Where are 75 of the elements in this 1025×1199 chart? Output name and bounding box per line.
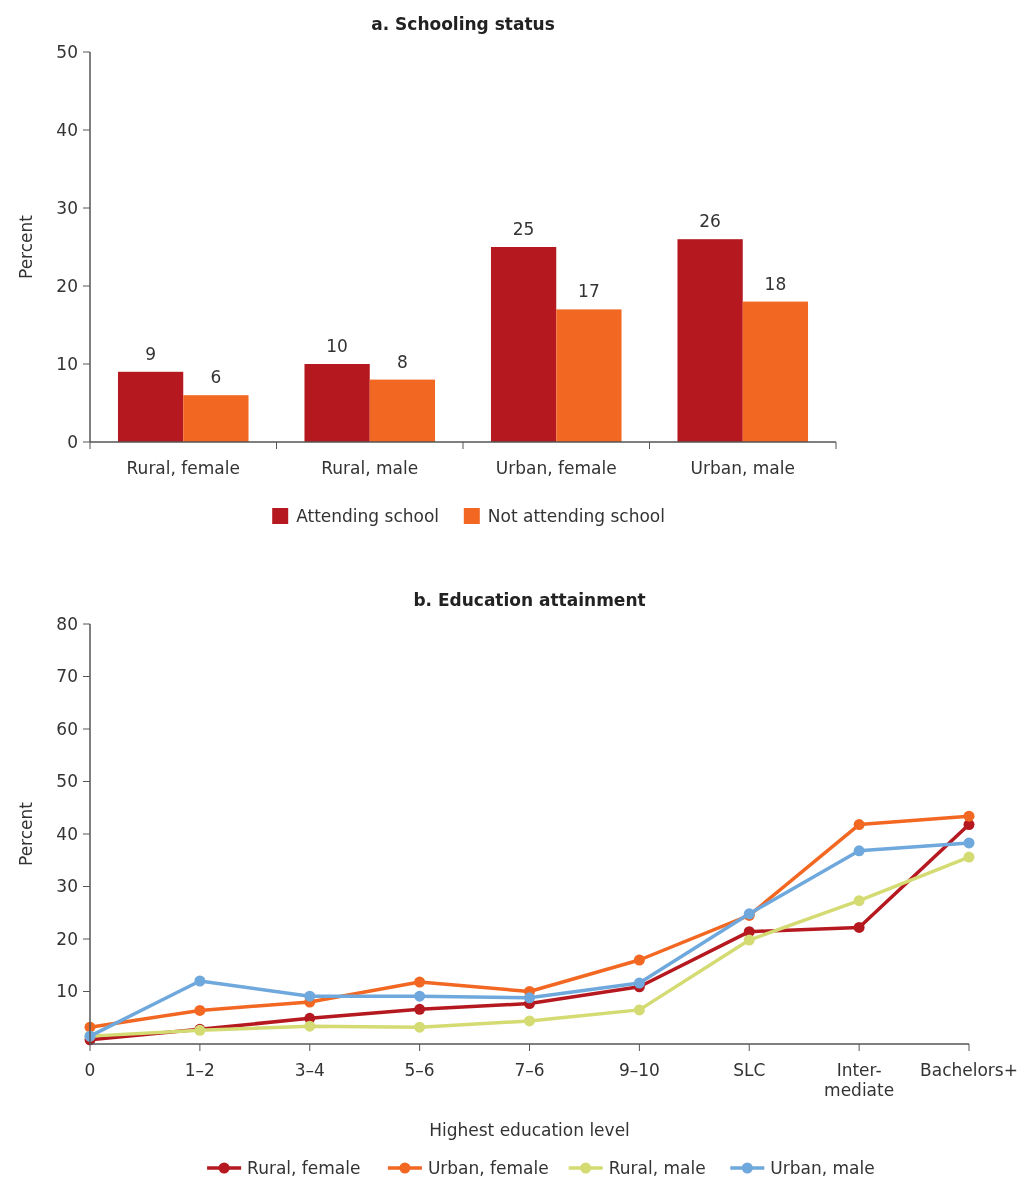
bar: [490, 247, 557, 442]
data-label: 18: [764, 273, 787, 294]
bar: [304, 364, 370, 442]
y-tick-label: 30: [56, 197, 78, 218]
data-label: 26: [699, 211, 721, 232]
y-tick-label: 20: [56, 275, 78, 296]
y-tick-label: 30: [56, 876, 78, 897]
x-tick-label: 0: [84, 1060, 96, 1080]
legend-label: Urban, male: [770, 1157, 875, 1178]
legend-label: Urban, female: [427, 1157, 549, 1178]
point: [524, 1015, 535, 1027]
chart-title: a. Schooling status: [371, 14, 555, 34]
x-tick-label: 9–10: [618, 1060, 660, 1080]
y-tick-label: 10: [56, 981, 78, 1002]
point: [414, 990, 426, 1002]
point: [633, 1004, 645, 1016]
x-tick-label: Urban, female: [495, 458, 617, 478]
point: [853, 845, 865, 857]
legend-label: Attending school: [296, 505, 440, 526]
point: [963, 837, 975, 849]
y-axis-title: Percent: [16, 801, 36, 866]
legend-label: Rural, male: [608, 1157, 706, 1178]
y-axis-title: Percent: [16, 214, 36, 279]
x-tick-label: 5–6: [404, 1060, 435, 1080]
x-tick-label: Rural, female: [126, 458, 240, 478]
point: [743, 934, 755, 946]
x-tick-label: Bachelors+: [920, 1060, 1018, 1080]
data-label: 10: [326, 336, 348, 356]
y-tick-label: 50: [56, 41, 78, 62]
point: [414, 1003, 426, 1015]
point: [414, 976, 426, 988]
bar: [183, 395, 249, 442]
point: [304, 1020, 316, 1032]
point: [853, 819, 865, 831]
bar: [369, 379, 436, 442]
data-label: 8: [396, 351, 408, 372]
point: [414, 1021, 426, 1033]
x-tick-label: 1–2: [184, 1060, 215, 1080]
bar: [117, 371, 184, 442]
y-tick-label: 20: [56, 928, 78, 949]
x-tick-label: Inter- mediate: [824, 1060, 895, 1100]
point: [194, 975, 206, 987]
x-tick-label: Urban, male: [690, 458, 795, 478]
y-tick-label: 0: [67, 431, 78, 452]
x-axis-title: Highest education level: [429, 1120, 630, 1140]
chart-title: b. Education attainment: [413, 590, 646, 610]
point: [304, 990, 316, 1002]
legend-label: Rural, female: [247, 1157, 361, 1178]
bar: [556, 309, 622, 442]
bar: [742, 301, 809, 442]
data-label: 6: [210, 367, 222, 388]
x-tick-label: 3–4: [294, 1060, 325, 1080]
point: [963, 851, 975, 863]
point: [194, 1004, 206, 1016]
x-tick-label: SLC: [733, 1060, 766, 1080]
data-label: 17: [578, 281, 600, 302]
point: [853, 895, 865, 907]
y-tick-label: 40: [56, 119, 78, 140]
legend-label: Not attending school: [487, 505, 665, 526]
y-tick-label: 40: [56, 823, 78, 844]
y-tick-label: 80: [56, 613, 78, 634]
y-tick-label: 70: [56, 666, 78, 687]
bar: [677, 239, 743, 442]
point: [853, 921, 865, 933]
y-tick-label: 50: [56, 771, 78, 792]
point: [633, 954, 645, 966]
point: [633, 977, 645, 989]
data-label: 9: [145, 343, 157, 364]
y-tick-label: 60: [56, 718, 78, 739]
point: [963, 810, 975, 822]
y-tick-label: 10: [56, 353, 78, 374]
x-tick-label: Rural, male: [321, 458, 419, 478]
data-label: 25: [512, 219, 535, 239]
x-tick-label: 7–6: [514, 1060, 545, 1080]
point: [524, 992, 535, 1004]
